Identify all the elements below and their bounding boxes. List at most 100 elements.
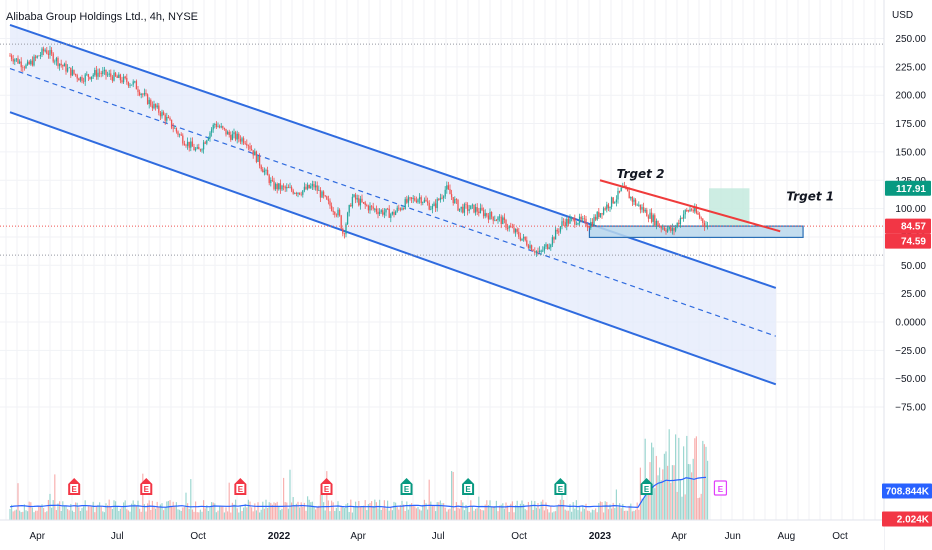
price-tag[interactable]: 117.91 bbox=[885, 180, 931, 196]
price-tag-box[interactable] bbox=[885, 180, 931, 196]
volume-bar bbox=[481, 510, 483, 520]
volume-bar bbox=[121, 507, 123, 520]
resistance-trendline[interactable] bbox=[599, 179, 781, 233]
earnings-marker[interactable]: E bbox=[640, 478, 653, 495]
x-tick-label: Apr bbox=[671, 531, 687, 542]
volume-bar bbox=[446, 511, 448, 520]
volume-moving-average bbox=[9, 476, 707, 508]
volume-bar bbox=[651, 442, 653, 520]
earnings-marker[interactable]: E bbox=[234, 478, 247, 495]
volume-bar bbox=[299, 507, 301, 520]
earnings-marker[interactable]: E bbox=[68, 478, 81, 495]
volume-bar bbox=[670, 482, 672, 520]
volume-bar bbox=[422, 504, 424, 520]
channel-lower-line[interactable] bbox=[9, 111, 777, 386]
channel-mid-line[interactable] bbox=[9, 67, 777, 337]
earnings-marker[interactable]: E bbox=[140, 478, 153, 495]
volume-bar bbox=[241, 511, 243, 520]
earnings-letter-e: E bbox=[558, 485, 564, 494]
volume-bar bbox=[22, 511, 24, 520]
volume-bar bbox=[585, 503, 587, 520]
volume-bar bbox=[484, 504, 486, 520]
volume-bar bbox=[681, 496, 683, 520]
volume-bar bbox=[204, 508, 206, 520]
volume-bar bbox=[123, 502, 125, 520]
price-tag-box[interactable] bbox=[885, 233, 931, 249]
volume-bar bbox=[132, 500, 134, 520]
volume-bar bbox=[478, 496, 480, 520]
volume-bar bbox=[364, 500, 366, 520]
earnings-marker-inner bbox=[142, 484, 151, 493]
volume-bar bbox=[23, 504, 25, 520]
x-tick-label: Jul bbox=[111, 531, 124, 542]
volume-bar bbox=[156, 501, 158, 520]
volume-bar bbox=[111, 509, 113, 520]
earnings-marker-inner bbox=[402, 484, 411, 493]
earnings-letter-e: E bbox=[718, 485, 724, 494]
price-tag[interactable]: 74.59 bbox=[885, 233, 931, 249]
volume-bar bbox=[455, 502, 457, 520]
earnings-letter-e: E bbox=[144, 485, 150, 494]
volume-bar bbox=[103, 512, 105, 520]
volume-bar bbox=[457, 507, 459, 520]
volume-bar bbox=[511, 501, 513, 520]
volume-bar bbox=[641, 498, 643, 520]
volume-bar bbox=[124, 500, 126, 520]
volume-bar bbox=[363, 505, 365, 520]
volume-tag[interactable]: 708.844K bbox=[882, 483, 932, 499]
volume-bar bbox=[427, 509, 429, 520]
volume-bar bbox=[622, 503, 624, 520]
volume-bar bbox=[11, 504, 13, 520]
volume-tag-box[interactable] bbox=[882, 511, 932, 527]
earnings-marker-box[interactable] bbox=[713, 480, 728, 496]
volume-bar bbox=[270, 502, 272, 520]
volume-bar bbox=[603, 512, 605, 520]
volume-bar bbox=[395, 502, 397, 520]
volume-bar bbox=[438, 502, 440, 520]
volume-bar bbox=[55, 510, 57, 520]
volume-bar bbox=[326, 471, 328, 520]
volume-bar bbox=[268, 502, 270, 520]
volume-bar bbox=[403, 504, 405, 520]
volume-bar bbox=[382, 507, 384, 520]
volume-bar bbox=[345, 504, 347, 520]
volume-bar bbox=[28, 501, 30, 520]
volume-bar bbox=[247, 499, 249, 520]
volume-tag-box[interactable] bbox=[882, 483, 932, 499]
time-axis-panel[interactable] bbox=[0, 520, 884, 550]
volume-bar bbox=[356, 506, 358, 520]
earnings-marker[interactable]: E bbox=[462, 478, 475, 495]
volume-bar bbox=[623, 510, 625, 520]
volume-bar bbox=[183, 506, 185, 520]
earnings-marker[interactable]: E bbox=[713, 480, 728, 496]
earnings-marker[interactable]: E bbox=[400, 478, 413, 495]
volume-bar bbox=[467, 507, 469, 520]
volume-bar bbox=[83, 506, 85, 520]
volume-bar bbox=[513, 512, 515, 520]
channel-upper-line[interactable] bbox=[9, 23, 777, 289]
volume-bar bbox=[33, 512, 35, 520]
volume-bar bbox=[358, 501, 360, 520]
volume-bar bbox=[310, 502, 312, 520]
volume-bar bbox=[510, 503, 512, 520]
volume-bar bbox=[331, 500, 333, 520]
volume-bar bbox=[374, 499, 376, 520]
volume-bar bbox=[65, 505, 67, 520]
volume-bar bbox=[627, 510, 629, 520]
earnings-marker[interactable]: E bbox=[320, 478, 333, 495]
price-axis-panel[interactable] bbox=[884, 0, 932, 550]
volume-bar bbox=[319, 494, 321, 520]
volume-tag[interactable]: 2.024K bbox=[882, 511, 932, 527]
volume-bar bbox=[571, 511, 573, 520]
earnings-marker[interactable]: E bbox=[554, 478, 567, 495]
volume-bar bbox=[220, 506, 222, 520]
price-tag[interactable]: 84.57 bbox=[885, 218, 931, 234]
earnings-letter-e: E bbox=[238, 485, 244, 494]
volume-bar bbox=[460, 500, 462, 520]
price-tag-box[interactable] bbox=[885, 218, 931, 234]
y-tick-label: 50.00 bbox=[901, 261, 926, 272]
volume-bar bbox=[369, 502, 371, 520]
y-tick-label: −50.00 bbox=[895, 374, 926, 385]
